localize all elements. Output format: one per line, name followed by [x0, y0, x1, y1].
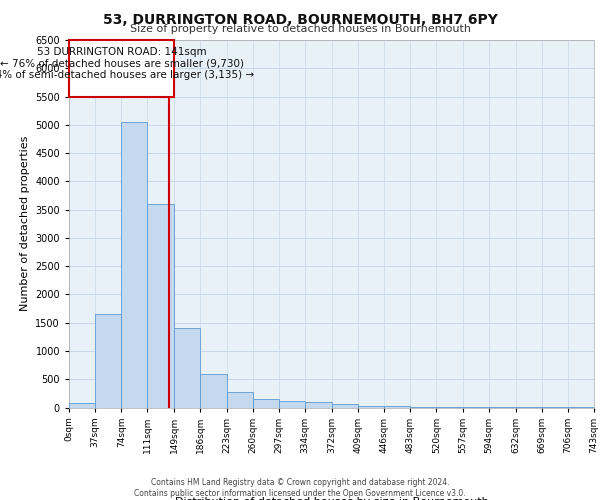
Text: Size of property relative to detached houses in Bournemouth: Size of property relative to detached ho… — [130, 24, 470, 34]
Bar — [358, 406, 384, 407]
Bar — [253, 398, 279, 407]
Bar — [121, 122, 148, 408]
Bar — [200, 374, 227, 408]
Y-axis label: Number of detached properties: Number of detached properties — [20, 136, 29, 312]
Text: 53 DURRINGTON ROAD: 141sqm: 53 DURRINGTON ROAD: 141sqm — [37, 48, 206, 58]
Bar — [69, 40, 174, 96]
Bar — [384, 406, 410, 408]
Text: 24% of semi-detached houses are larger (3,135) →: 24% of semi-detached houses are larger (… — [0, 70, 254, 80]
Bar — [174, 328, 200, 407]
Bar — [332, 404, 358, 407]
Bar — [95, 314, 121, 408]
Bar — [148, 204, 174, 408]
Bar — [305, 402, 332, 407]
Bar — [410, 407, 436, 408]
Bar — [227, 392, 253, 407]
Text: ← 76% of detached houses are smaller (9,730): ← 76% of detached houses are smaller (9,… — [0, 58, 244, 68]
Bar — [69, 404, 95, 407]
X-axis label: Distribution of detached houses by size in Bournemouth: Distribution of detached houses by size … — [175, 498, 488, 500]
Text: Contains HM Land Registry data © Crown copyright and database right 2024.
Contai: Contains HM Land Registry data © Crown c… — [134, 478, 466, 498]
Text: 53, DURRINGTON ROAD, BOURNEMOUTH, BH7 6PY: 53, DURRINGTON ROAD, BOURNEMOUTH, BH7 6P… — [103, 12, 497, 26]
Bar — [279, 400, 305, 407]
